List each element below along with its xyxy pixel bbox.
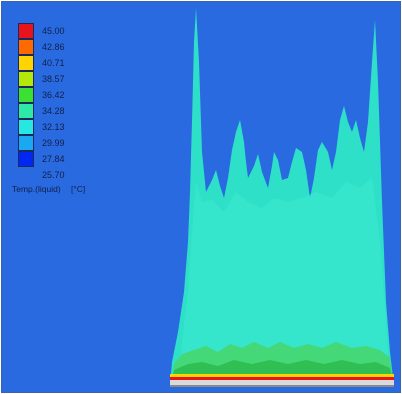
- legend-tick: 38.57: [42, 74, 65, 84]
- legend-caption: Temp.(liquid) [°C]: [12, 184, 93, 194]
- legend-swatch-6: [18, 103, 34, 119]
- legend-tick: 27.84: [42, 154, 65, 164]
- legend-swatch-8: [18, 135, 34, 151]
- legend-tick: 32.13: [42, 122, 65, 132]
- legend-swatch-4: [18, 71, 34, 87]
- legend-tick: 34.28: [42, 106, 65, 116]
- legend-swatch-2: [18, 39, 34, 55]
- base-band-red: [170, 377, 394, 380]
- legend-tick: 36.42: [42, 90, 65, 100]
- color-legend: 45.00 42.86 40.71 38.57 36.42 34.28 32.1…: [18, 23, 118, 203]
- legend-tick: 42.86: [42, 42, 65, 52]
- legend-swatch-3: [18, 55, 34, 71]
- legend-tick: 25.70: [42, 170, 65, 180]
- legend-unit: [°C]: [71, 184, 86, 194]
- legend-swatch-5: [18, 87, 34, 103]
- legend-swatch-9: [18, 151, 34, 167]
- legend-quantity: Temp.(liquid): [12, 184, 61, 194]
- legend-swatch-1: [18, 23, 34, 39]
- base-plate: [170, 380, 394, 385]
- legend-tick: 40.71: [42, 58, 65, 68]
- plume-inner-tint: [178, 178, 390, 386]
- base-band-yellow: [170, 374, 394, 378]
- legend-tick: 45.00: [42, 26, 65, 36]
- base-plate-shadow: [170, 385, 394, 387]
- legend-swatch-7: [18, 119, 34, 135]
- legend-tick: 29.99: [42, 138, 65, 148]
